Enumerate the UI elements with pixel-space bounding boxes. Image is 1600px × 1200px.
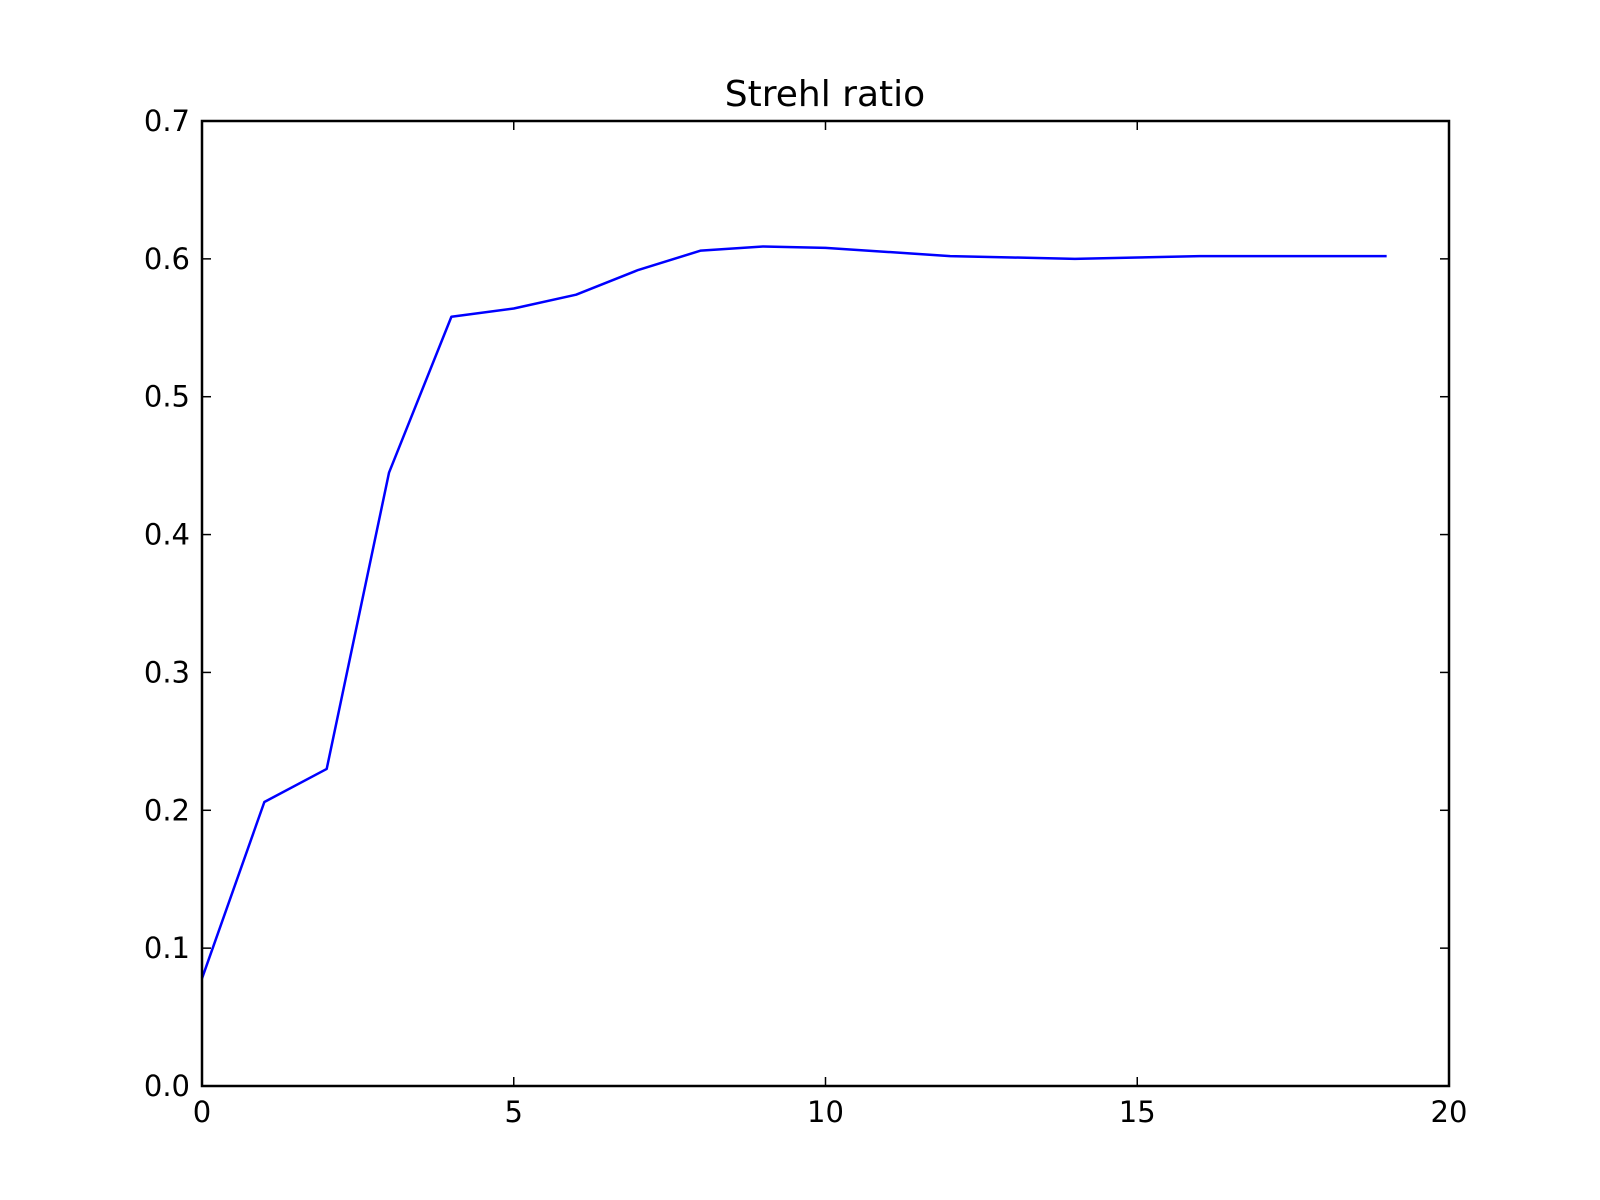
series-layer (200, 245, 1387, 979)
y-tick-label: 0.6 (144, 242, 190, 276)
x-tick-label: 20 (1431, 1095, 1468, 1129)
x-tick-label: 0 (193, 1095, 211, 1129)
x-tick-label: 5 (505, 1095, 523, 1129)
y-tick-label: 0.3 (144, 655, 190, 689)
x-tick-label: 15 (1119, 1095, 1156, 1129)
y-tick-label: 0.0 (144, 1069, 190, 1103)
chart-title: Strehl ratio (725, 74, 925, 115)
series-line-0 (200, 245, 1387, 979)
plot-area-frame (200, 119, 1451, 1088)
y-tick-label: 0.5 (144, 380, 190, 414)
y-tick-label: 0.7 (144, 104, 190, 138)
y-tick-label: 0.1 (144, 931, 190, 965)
x-axis: 0 5 10 15 20 (193, 121, 1468, 1129)
x-tick-label: 10 (807, 1095, 844, 1129)
y-tick-label: 0.4 (144, 518, 190, 552)
y-tick-label: 0.2 (144, 793, 190, 827)
